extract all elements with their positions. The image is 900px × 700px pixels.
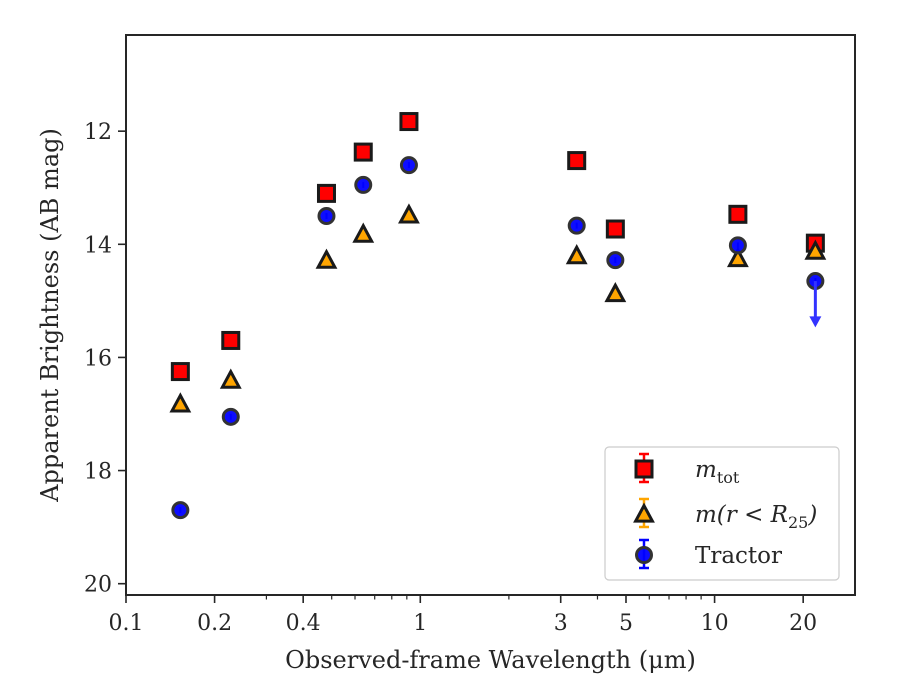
x-tick-label: 20	[789, 611, 817, 636]
data-point	[352, 222, 375, 243]
data-point	[170, 362, 190, 382]
data-point	[399, 156, 418, 175]
x-axis-label: Observed-frame Wavelength (μm)	[285, 646, 696, 674]
data-point	[398, 203, 420, 224]
data-point	[353, 142, 373, 162]
x-tick-label: 0.4	[286, 611, 321, 636]
legend-label-square: mtot	[695, 457, 740, 487]
x-tick-label: 5	[619, 611, 633, 636]
y-tick-label: 12	[84, 120, 112, 145]
data-point	[221, 407, 240, 426]
legend-box	[604, 446, 840, 581]
y-tick-label: 14	[84, 233, 112, 258]
legend-marker-square	[634, 459, 654, 479]
x-tick-label: 1	[413, 611, 427, 636]
data-point	[726, 246, 749, 268]
data-point	[565, 244, 588, 265]
data-point	[316, 183, 336, 203]
x-tick-label: 10	[701, 611, 729, 636]
x-tick-label: 0.1	[109, 611, 144, 636]
y-tick-label: 16	[84, 346, 112, 371]
y-tick-label: 18	[84, 460, 112, 485]
x-tick-label: 0.2	[197, 611, 232, 636]
series-circle	[171, 156, 825, 520]
legend: mtot m(r < R25) Tractor	[604, 446, 840, 581]
data-point	[219, 368, 242, 389]
data-point	[221, 330, 241, 350]
legend-marker-triangle	[633, 502, 655, 523]
legend-label-triangle: m(r < R25)	[695, 502, 817, 532]
data-point	[317, 207, 336, 226]
upper-limit-arrowhead	[809, 316, 822, 328]
legend-label-circle: Tractor	[695, 543, 782, 569]
data-point	[804, 239, 827, 260]
data-point	[606, 251, 625, 270]
y-axis: 12 14 16 18 20	[84, 120, 126, 598]
data-point	[567, 216, 586, 235]
data-point	[354, 175, 373, 194]
data-point	[171, 501, 190, 520]
data-point	[605, 219, 625, 239]
legend-marker-circle	[635, 546, 653, 564]
plot-border	[125, 34, 856, 596]
data-point	[169, 392, 192, 413]
series-square	[170, 112, 825, 382]
data-point	[604, 281, 627, 303]
plot-frame	[125, 34, 856, 596]
y-tick-label: 20	[84, 573, 112, 598]
data-point	[728, 204, 748, 224]
data-point	[315, 248, 338, 269]
data-point	[399, 112, 419, 132]
series-layer	[169, 112, 827, 520]
data-point	[567, 151, 587, 171]
data-point	[728, 236, 747, 255]
x-axis: 0.1 0.2 0.4 1 3 5 10 20	[109, 595, 817, 636]
series-triangle	[169, 203, 827, 413]
y-axis-label: Apparent Brightness (AB mag)	[36, 128, 64, 503]
x-tick-label: 3	[554, 611, 568, 636]
